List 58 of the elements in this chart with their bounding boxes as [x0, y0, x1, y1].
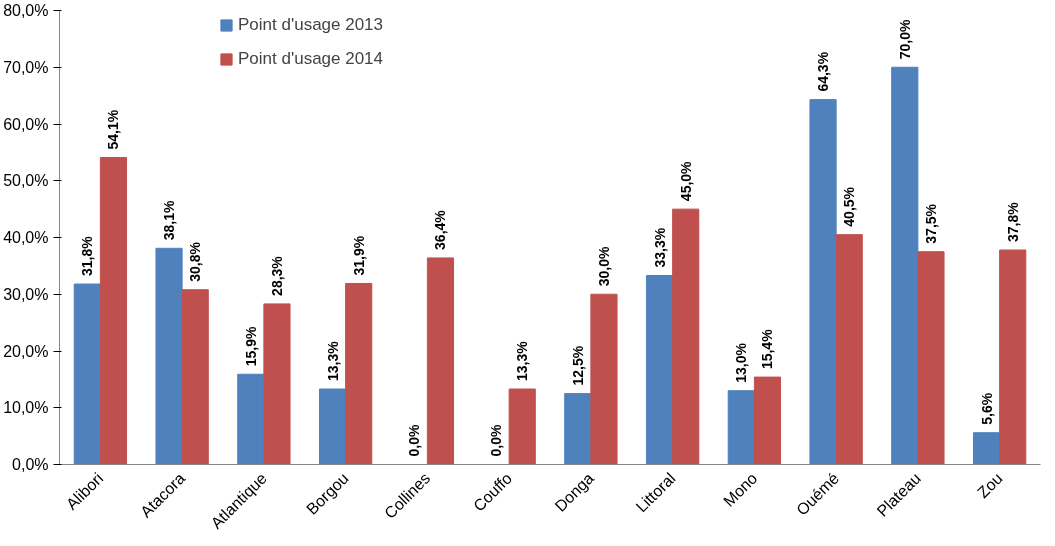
- data-label: 31,8%: [79, 235, 96, 277]
- bar: [318, 388, 347, 465]
- data-label: 54,1%: [105, 109, 122, 150]
- bar: [590, 293, 618, 465]
- bar: [645, 275, 674, 465]
- data-label: 15,9%: [242, 326, 259, 367]
- y-tick-label: 80,0%: [3, 2, 49, 19]
- bar: [263, 303, 291, 465]
- data-label: 12,5%: [569, 345, 586, 386]
- y-tick-label: 50,0%: [3, 172, 49, 190]
- bar: [917, 251, 945, 465]
- data-label: 13,0%: [733, 342, 750, 383]
- bar: [891, 66, 919, 465]
- y-tick-label: 30,0%: [3, 285, 49, 303]
- bar: [181, 289, 209, 465]
- data-label: 30,0%: [595, 246, 612, 287]
- data-label: 40,5%: [841, 186, 858, 227]
- bar: [237, 373, 265, 465]
- data-label: 70,0%: [896, 19, 913, 60]
- y-tick-label: 10,0%: [3, 399, 49, 417]
- bar: [999, 249, 1027, 465]
- data-label: 37,8%: [1004, 201, 1021, 242]
- bar: [564, 393, 592, 465]
- x-tick-label: Zou: [974, 469, 1006, 502]
- y-tick-label: 40,0%: [3, 229, 49, 246]
- data-label: 64,3%: [815, 51, 832, 92]
- data-label: 31,9%: [350, 235, 367, 276]
- data-label: 0,0%: [488, 424, 505, 457]
- bar: [972, 432, 1001, 465]
- data-label: 28,3%: [268, 255, 285, 296]
- bar: [809, 99, 837, 465]
- bar: [672, 208, 700, 465]
- y-tick-label: 60,0%: [3, 115, 49, 133]
- data-label: 33,3%: [651, 227, 668, 268]
- data-label: 5,6%: [978, 392, 995, 425]
- bar: [753, 376, 782, 465]
- y-tick-label: 70,0%: [3, 58, 49, 76]
- data-label: 0,0%: [406, 424, 423, 457]
- bar: [835, 234, 863, 465]
- data-label: 37,5%: [922, 203, 939, 244]
- legend-label: Point d'usage 2014: [238, 49, 384, 69]
- bar: [155, 247, 183, 465]
- data-label: 13,3%: [324, 340, 341, 382]
- data-label: 30,8%: [187, 241, 204, 282]
- bar: [508, 388, 536, 465]
- legend-label: Point d'usage 2013: [238, 15, 384, 35]
- bar: [345, 282, 373, 465]
- data-label: 45,0%: [677, 160, 694, 202]
- bar: [727, 390, 755, 465]
- data-label: 13,3%: [514, 340, 531, 382]
- y-tick-label: 20,0%: [3, 342, 49, 360]
- bar: [99, 156, 128, 465]
- data-label: 38,1%: [161, 200, 178, 241]
- data-label: 36,4%: [432, 209, 449, 250]
- data-label: 15,4%: [759, 328, 776, 370]
- bar: [426, 257, 455, 465]
- bar: [73, 283, 101, 465]
- y-tick-label: 0,0%: [12, 456, 49, 473]
